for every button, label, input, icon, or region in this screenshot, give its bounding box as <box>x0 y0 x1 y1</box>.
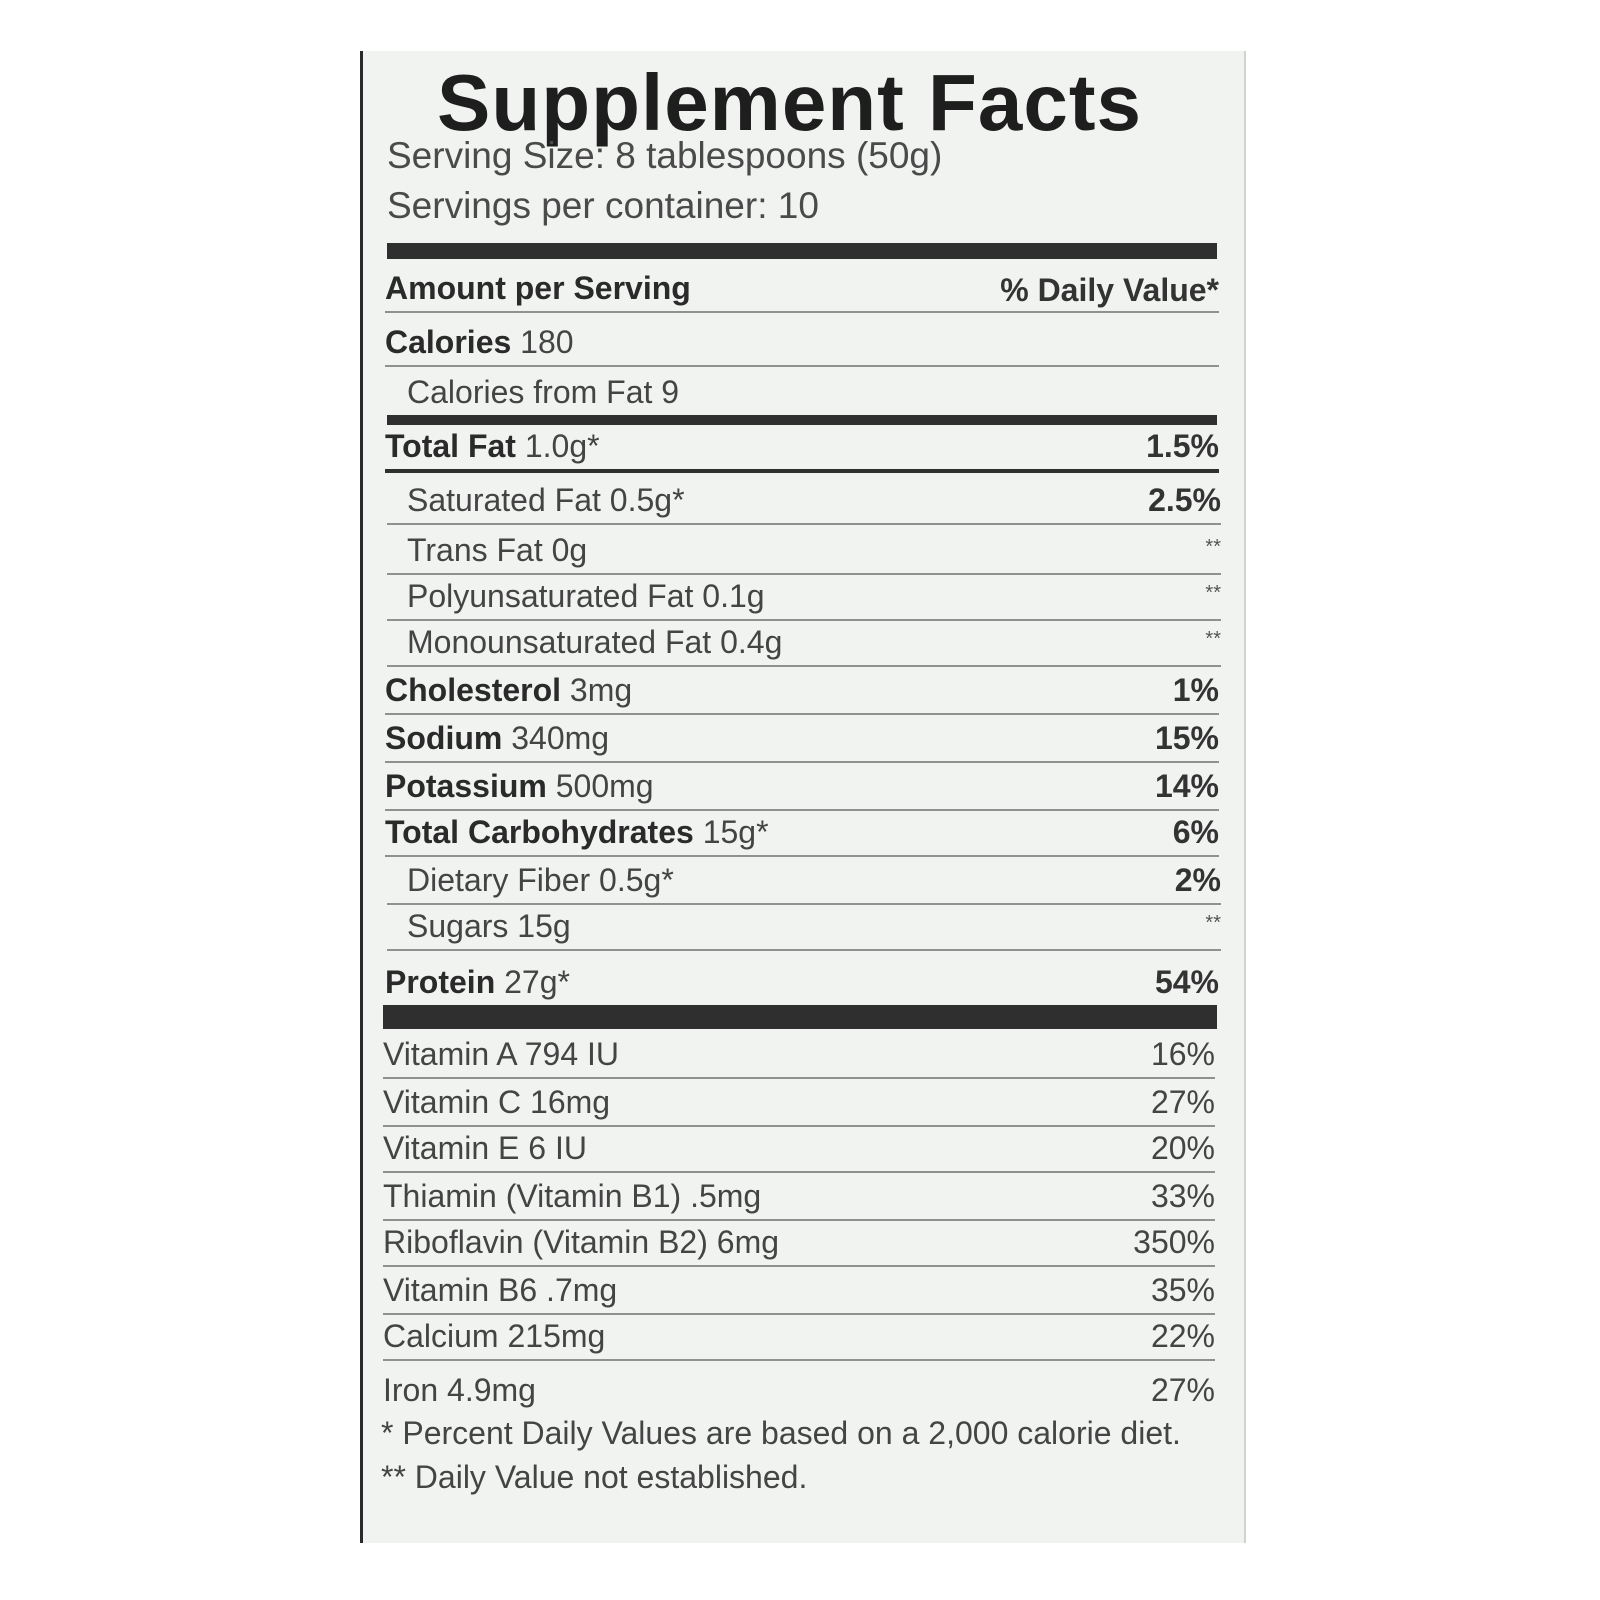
nutrient-daily-value: ** <box>1205 628 1221 650</box>
nutrient-label: Potassium 500mg <box>385 768 654 805</box>
nutrient-label: Total Fat 1.0g* <box>385 428 600 465</box>
vitamin-row: Vitamin C 16mg 27% <box>383 1079 1215 1127</box>
vitamin-label: Vitamin B6 .7mg <box>383 1272 618 1308</box>
footnote-not-established: ** Daily Value not established. <box>381 1459 808 1495</box>
nutrient-daily-value: 14% <box>1154 768 1219 804</box>
vitamin-daily-value: 35% <box>1150 1272 1215 1308</box>
calories-text: Calories 180 <box>385 324 574 361</box>
vitamin-label: Vitamin E 6 IU <box>383 1130 587 1166</box>
header-row: Amount per Serving % Daily Value* <box>385 261 1219 313</box>
nutrient-row: Cholesterol 3mg 1% <box>385 667 1219 715</box>
nutrient-amount: 3mg <box>569 672 633 708</box>
vitamin-daily-value: 33% <box>1150 1178 1215 1214</box>
calories-row: Calories 180 <box>385 317 1219 367</box>
supplement-facts-panel: Supplement Facts Serving Size: 8 tablesp… <box>360 51 1246 1543</box>
vitamin-daily-value: 350% <box>1133 1224 1215 1260</box>
nutrient-row: Polyunsaturated Fat 0.1g ** <box>387 573 1221 621</box>
nutrient-row: Trans Fat 0g ** <box>387 527 1221 575</box>
vitamin-label: Iron 4.9mg <box>383 1372 536 1408</box>
vitamin-label: Thiamin (Vitamin B1) .5mg <box>383 1178 762 1214</box>
footnote-daily-values: * Percent Daily Values are based on a 2,… <box>381 1415 1181 1451</box>
nutrient-name: Sodium <box>385 720 503 756</box>
nutrient-label: Polyunsaturated Fat 0.1g <box>407 578 765 614</box>
nutrient-row: Monounsaturated Fat 0.4g ** <box>387 619 1221 667</box>
serving-size: Serving Size: 8 tablespoons (50g) <box>387 135 943 176</box>
nutrient-label: Saturated Fat 0.5g* <box>407 482 685 518</box>
calories-label: Calories <box>385 324 512 360</box>
nutrient-daily-value: 6% <box>1172 814 1219 850</box>
nutrient-name: Potassium <box>385 768 547 804</box>
nutrient-row: Total Fat 1.0g* 1.5% <box>385 425 1219 473</box>
nutrient-daily-value: 2.5% <box>1148 482 1221 518</box>
amount-per-serving-label: Amount per Serving <box>385 270 691 306</box>
vitamin-row: Vitamin A 794 IU 16% <box>383 1031 1215 1079</box>
vitamin-label: Calcium 215mg <box>383 1318 606 1354</box>
vitamin-daily-value: 16% <box>1150 1036 1215 1072</box>
nutrient-daily-value: 2% <box>1174 862 1221 898</box>
vitamin-row: Thiamin (Vitamin B1) .5mg 33% <box>383 1173 1215 1221</box>
nutrient-row: Protein 27g* 54% <box>385 951 1219 1005</box>
nutrient-amount: 27g* <box>504 964 570 1000</box>
medium-divider <box>387 415 1217 425</box>
nutrient-name: Cholesterol <box>385 672 562 708</box>
vitamin-row: Calcium 215mg 22% <box>383 1313 1215 1361</box>
nutrient-label: Trans Fat 0g <box>407 532 588 568</box>
nutrient-label: Total Carbohydrates 15g* <box>385 814 769 851</box>
thick-divider-vitamins <box>383 1005 1217 1029</box>
nutrient-name: Total Carbohydrates <box>385 814 694 850</box>
nutrient-label: Dietary Fiber 0.5g* <box>407 862 674 898</box>
vitamin-daily-value: 22% <box>1150 1318 1215 1354</box>
nutrient-name: Total Fat <box>385 428 516 464</box>
nutrient-daily-value: ** <box>1205 536 1221 558</box>
vitamin-row: Iron 4.9mg 27% <box>383 1361 1215 1413</box>
nutrient-amount: 1.0g* <box>524 428 600 464</box>
nutrient-daily-value: ** <box>1205 582 1221 604</box>
panel-title: Supplement Facts <box>437 58 1143 147</box>
vitamin-row: Vitamin E 6 IU 20% <box>383 1125 1215 1173</box>
thick-divider <box>387 243 1217 259</box>
nutrient-row: Dietary Fiber 0.5g* 2% <box>387 857 1221 905</box>
nutrient-daily-value: 1% <box>1172 672 1219 708</box>
nutrient-label: Monounsaturated Fat 0.4g <box>407 624 783 660</box>
calories-from-fat: Calories from Fat 9 <box>407 374 680 410</box>
nutrient-label: Cholesterol 3mg <box>385 672 632 709</box>
nutrient-daily-value: 54% <box>1154 964 1219 1000</box>
vitamin-label: Vitamin C 16mg <box>383 1084 611 1120</box>
nutrient-row: Potassium 500mg 14% <box>385 763 1219 811</box>
nutrient-daily-value: ** <box>1205 912 1221 934</box>
servings-per-container: Servings per container: 10 <box>387 185 819 226</box>
nutrient-label: Protein 27g* <box>385 964 570 1001</box>
calories-from-fat-row: Calories from Fat 9 <box>387 369 1221 415</box>
vitamin-daily-value: 27% <box>1150 1084 1215 1120</box>
calories-value: 180 <box>520 324 574 360</box>
vitamin-daily-value: 27% <box>1150 1372 1215 1408</box>
nutrient-row: Sugars 15g ** <box>387 903 1221 951</box>
vitamin-row: Vitamin B6 .7mg 35% <box>383 1267 1215 1315</box>
vitamin-daily-value: 20% <box>1150 1130 1215 1166</box>
nutrient-amount: 500mg <box>555 768 654 804</box>
nutrient-row: Sodium 340mg 15% <box>385 715 1219 763</box>
nutrient-label: Sugars 15g <box>407 908 571 944</box>
nutrient-row: Saturated Fat 0.5g* 2.5% <box>387 477 1221 525</box>
nutrient-daily-value: 15% <box>1154 720 1219 756</box>
nutrient-row: Total Carbohydrates 15g* 6% <box>385 809 1219 857</box>
nutrient-amount: 15g* <box>702 814 769 850</box>
nutrient-name: Protein <box>385 964 496 1000</box>
nutrient-daily-value: 1.5% <box>1146 428 1219 464</box>
vitamin-row: Riboflavin (Vitamin B2) 6mg 350% <box>383 1219 1215 1267</box>
daily-value-label: % Daily Value* <box>1000 272 1219 308</box>
vitamin-label: Vitamin A 794 IU <box>383 1036 619 1072</box>
vitamin-label: Riboflavin (Vitamin B2) 6mg <box>383 1224 780 1260</box>
nutrient-label: Sodium 340mg <box>385 720 609 757</box>
nutrient-amount: 340mg <box>511 720 610 756</box>
